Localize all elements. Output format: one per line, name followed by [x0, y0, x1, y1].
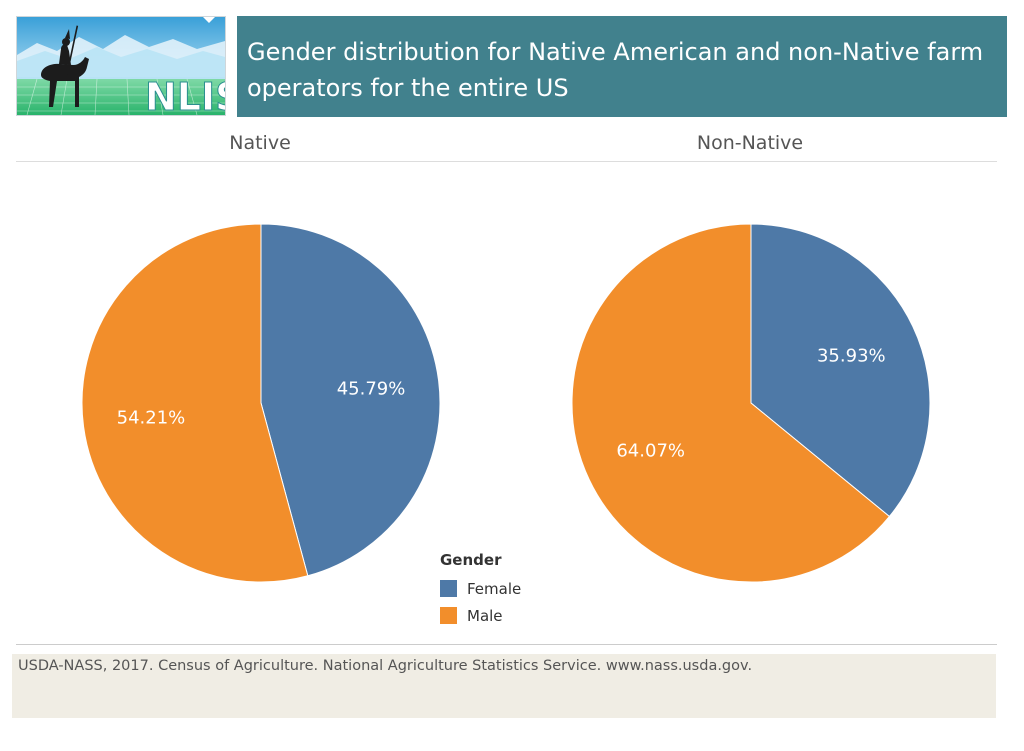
- pie-label-native-male: 54.21%: [117, 408, 186, 429]
- legend-item-female[interactable]: Female: [440, 575, 521, 602]
- pie-label-non-native-female: 35.93%: [817, 346, 886, 367]
- svg-text:NLIS: NLIS: [145, 75, 225, 115]
- source-citation: USDA-NASS, 2017. Census of Agriculture. …: [18, 658, 753, 674]
- pie-slice-non-native-female[interactable]: [750, 223, 931, 518]
- pie-label-native-female: 45.79%: [337, 378, 406, 399]
- legend-swatch-male: [440, 607, 457, 624]
- footer-divider: [16, 644, 997, 645]
- legend-label-male: Male: [467, 606, 503, 625]
- legend-title: Gender: [440, 551, 502, 569]
- rider-silhouette-icon: [41, 25, 89, 107]
- nlis-wordmark-icon: NLIS: [145, 75, 226, 116]
- legend-item-male[interactable]: Male: [440, 602, 521, 629]
- header-divider: [16, 161, 997, 162]
- legend-swatch-female: [440, 580, 457, 597]
- nlis-logo: NLIS: [16, 16, 226, 116]
- pie-slice-native-male[interactable]: [81, 223, 309, 583]
- legend: Gender Female Male: [440, 551, 521, 629]
- title-bar: Gender distribution for Native American …: [237, 16, 1007, 117]
- pie-slice-non-native-male[interactable]: [571, 223, 891, 583]
- pie-label-non-native-male: 64.07%: [616, 440, 685, 461]
- footer: USDA-NASS, 2017. Census of Agriculture. …: [12, 654, 996, 718]
- chart-title-native: Native: [229, 132, 291, 154]
- legend-label-female: Female: [467, 579, 522, 598]
- page-title: Gender distribution for Native American …: [247, 38, 984, 102]
- pie-slice-native-female[interactable]: [260, 223, 441, 577]
- chart-title-non-native: Non-Native: [696, 132, 804, 154]
